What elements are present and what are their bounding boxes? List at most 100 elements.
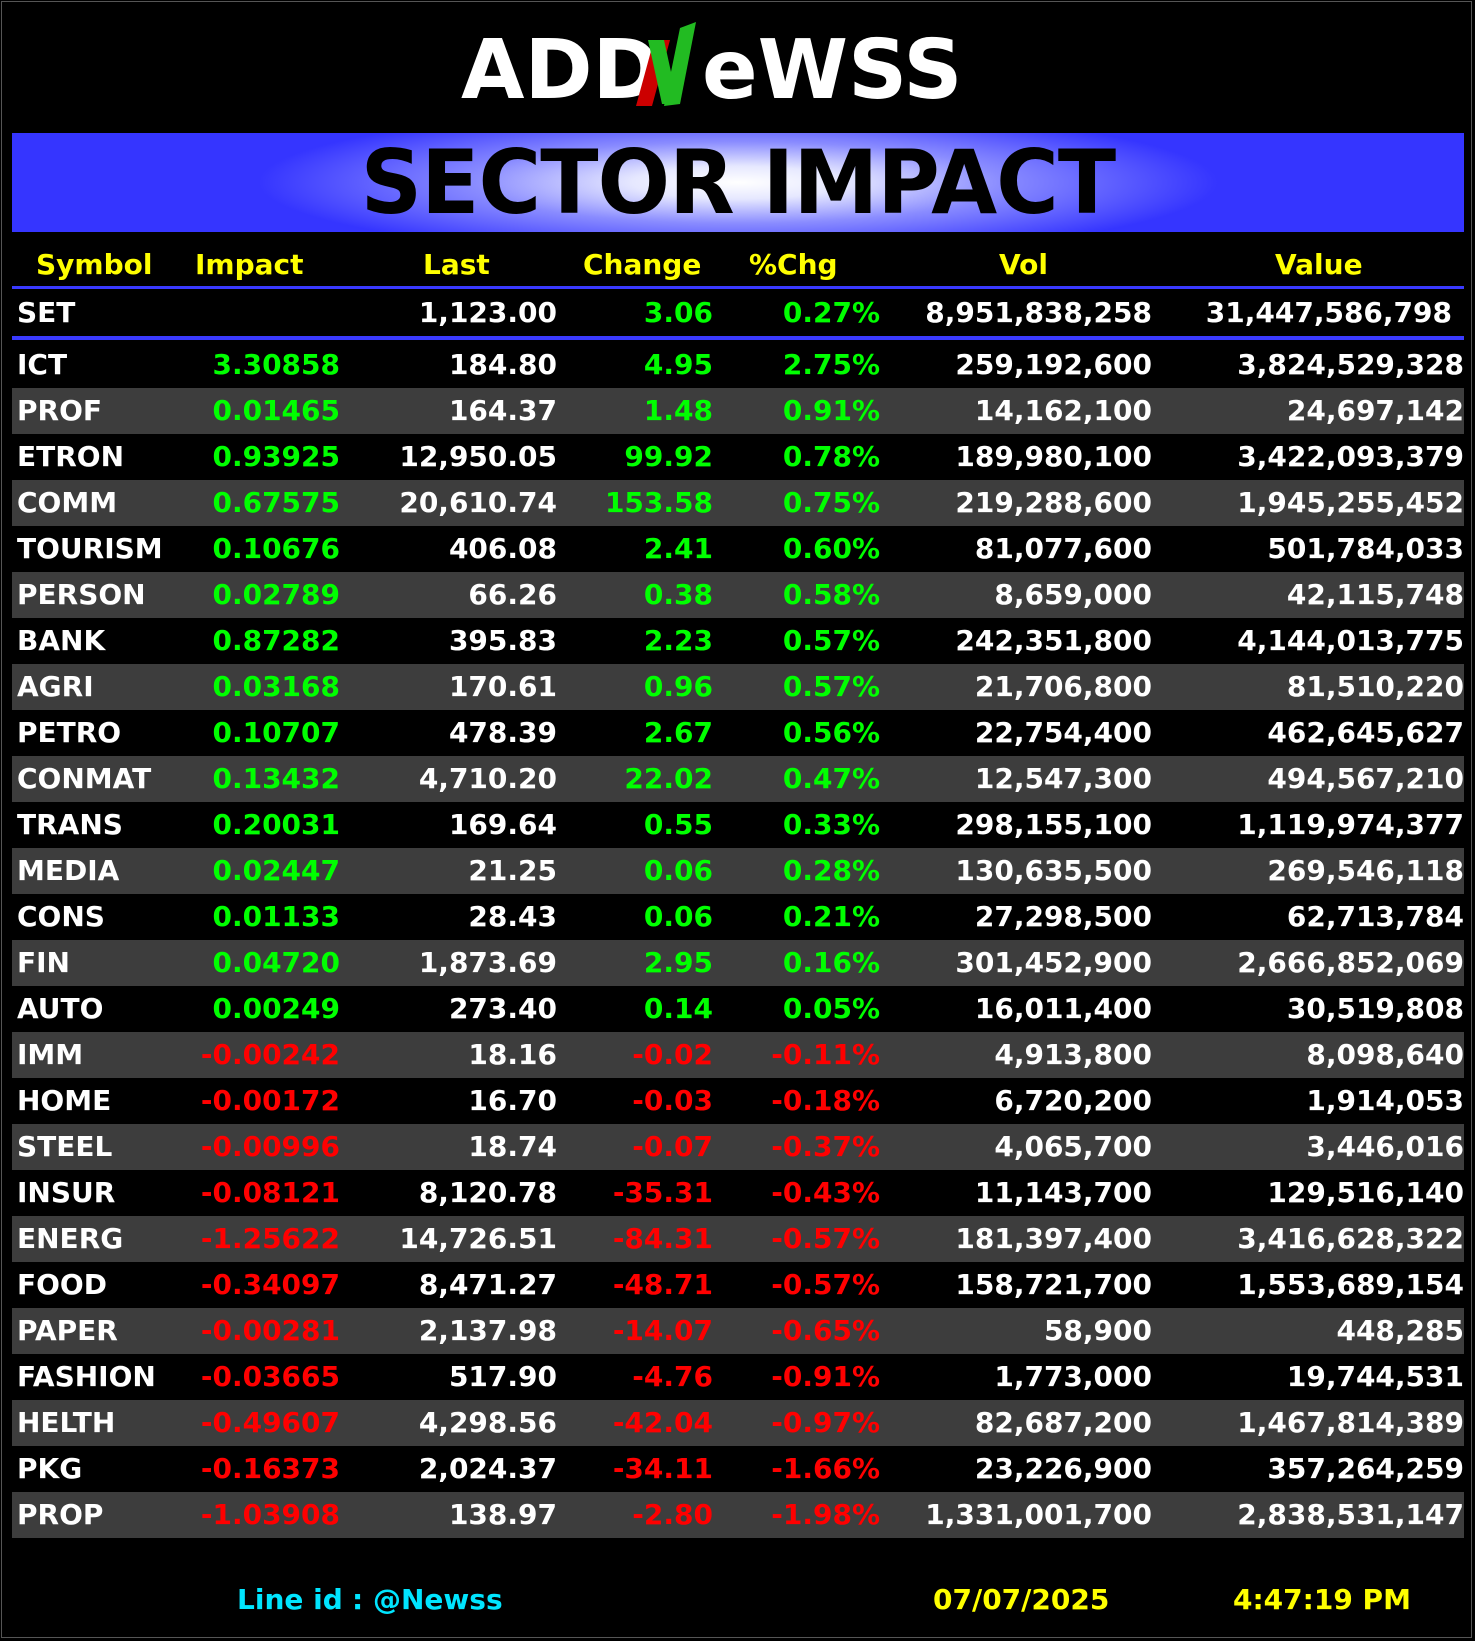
row-symbol: ICT xyxy=(17,348,68,381)
row-impact: -0.00172 xyxy=(200,1084,340,1117)
row-impact: -0.49607 xyxy=(200,1406,340,1439)
row-last: 164.37 xyxy=(448,394,557,427)
row-pct-change: -0.37% xyxy=(771,1130,880,1163)
row-value: 501,784,033 xyxy=(1267,532,1464,565)
row-symbol: COMM xyxy=(17,486,118,519)
table-header: Symbol Impact Last Change %Chg Vol Value xyxy=(12,243,1464,287)
header-symbol: Symbol xyxy=(36,248,153,281)
table-row: TRANS 0.20031 169.64 0.55 0.33% 298,155,100 1,… xyxy=(12,802,1464,848)
sector-table: ICT 3.30858 184.80 4.95 2.75% 259,192,600 3,82… xyxy=(12,342,1464,1538)
row-symbol: ETRON xyxy=(17,440,125,473)
table-row: COMM 0.67575 20,610.74 153.58 0.75% 219,288,6… xyxy=(12,480,1464,526)
row-impact: 0.01133 xyxy=(212,900,340,933)
table-row: ETRON 0.93925 12,950.05 99.92 0.78% 189,980,1… xyxy=(12,434,1464,480)
row-impact: -0.16373 xyxy=(200,1452,340,1485)
row-vol: 11,143,700 xyxy=(974,1176,1152,1209)
row-impact: 0.03168 xyxy=(212,670,340,703)
table-row: STEEL -0.00996 18.74 -0.07 -0.37% 4,065,700 3,… xyxy=(12,1124,1464,1170)
table-row: FASHION -0.03665 517.90 -4.76 -0.91% 1,773,00… xyxy=(12,1354,1464,1400)
row-symbol: CONS xyxy=(17,900,105,933)
row-vol: 219,288,600 xyxy=(955,486,1152,519)
row-symbol: BANK xyxy=(17,624,106,657)
row-pct-change: -0.91% xyxy=(771,1360,880,1393)
row-value: 1,467,814,389 xyxy=(1237,1406,1464,1439)
row-change: 2.41 xyxy=(643,532,713,565)
logo: ADD eWSS xyxy=(0,18,1475,128)
row-last: 28.43 xyxy=(468,900,557,933)
row-value: 62,713,784 xyxy=(1286,900,1464,933)
row-value: 81,510,220 xyxy=(1286,670,1464,703)
table-row: PROF 0.01465 164.37 1.48 0.91% 14,162,100 24,6… xyxy=(12,388,1464,434)
table-row: PKG -0.16373 2,024.37 -34.11 -1.66% 23,226,90… xyxy=(12,1446,1464,1492)
table-row: PAPER -0.00281 2,137.98 -14.07 -0.65% 58,900 4… xyxy=(12,1308,1464,1354)
row-symbol: FIN xyxy=(17,946,70,979)
table-row: MEDIA 0.02447 21.25 0.06 0.28% 130,635,500 269… xyxy=(12,848,1464,894)
row-vol: 58,900 xyxy=(1043,1314,1152,1347)
row-last: 66.26 xyxy=(468,578,557,611)
table-row: ENERG -1.25622 14,726.51 -84.31 -0.57% 181,39… xyxy=(12,1216,1464,1262)
row-change: 0.14 xyxy=(643,992,713,1025)
row-change: 2.95 xyxy=(643,946,713,979)
row-value: 1,119,974,377 xyxy=(1237,808,1464,841)
row-pct-change: 0.57% xyxy=(782,624,880,657)
logo-n-icon xyxy=(635,22,696,106)
row-last: 4,298.56 xyxy=(418,1406,557,1439)
title-banner: SECTOR IMPACT xyxy=(12,131,1464,234)
table-row: BANK 0.87282 395.83 2.23 0.57% 242,351,800 4,1… xyxy=(12,618,1464,664)
row-last: 1,873.69 xyxy=(418,946,557,979)
row-change: -14.07 xyxy=(612,1314,713,1347)
row-last: 517.90 xyxy=(448,1360,557,1393)
row-impact: 0.13432 xyxy=(212,762,340,795)
row-impact: 0.00249 xyxy=(212,992,340,1025)
row-last: 169.64 xyxy=(448,808,557,841)
row-last: 478.39 xyxy=(448,716,557,749)
footer-line-id-label: Line id xyxy=(237,1583,343,1616)
logo-text-right: eWSS xyxy=(702,23,963,118)
row-pct-change: 0.91% xyxy=(782,394,880,427)
row-vol: 16,011,400 xyxy=(974,992,1152,1025)
row-change: 0.06 xyxy=(643,854,713,887)
row-value: 8,098,640 xyxy=(1306,1038,1464,1071)
table-row: ICT 3.30858 184.80 4.95 2.75% 259,192,600 3,82… xyxy=(12,342,1464,388)
index-pct: 0.27% xyxy=(782,296,880,329)
row-symbol: MEDIA xyxy=(17,854,120,887)
row-vol: 158,721,700 xyxy=(955,1268,1152,1301)
row-value: 269,546,118 xyxy=(1267,854,1464,887)
row-pct-change: -0.43% xyxy=(771,1176,880,1209)
row-pct-change: 2.75% xyxy=(782,348,880,381)
row-value: 3,416,628,322 xyxy=(1237,1222,1464,1255)
index-value: 31,447,586,798 xyxy=(1205,296,1452,329)
page-title: SECTOR IMPACT xyxy=(360,131,1116,234)
row-last: 18.16 xyxy=(468,1038,557,1071)
row-symbol: HELTH xyxy=(17,1406,116,1439)
row-last: 395.83 xyxy=(448,624,557,657)
row-vol: 4,065,700 xyxy=(994,1130,1152,1163)
row-value: 1,553,689,154 xyxy=(1237,1268,1464,1301)
table-row: INSUR -0.08121 8,120.78 -35.31 -0.43% 11,143,… xyxy=(12,1170,1464,1216)
row-change: 1.48 xyxy=(643,394,713,427)
row-value: 448,285 xyxy=(1336,1314,1464,1347)
table-row: FOOD -0.34097 8,471.27 -48.71 -0.57% 158,721,… xyxy=(12,1262,1464,1308)
header-last: Last xyxy=(423,248,490,281)
row-last: 4,710.20 xyxy=(418,762,557,795)
row-last: 184.80 xyxy=(448,348,557,381)
row-value: 2,838,531,147 xyxy=(1237,1498,1464,1531)
row-change: 2.67 xyxy=(643,716,713,749)
row-value: 129,516,140 xyxy=(1267,1176,1464,1209)
row-value: 24,697,142 xyxy=(1286,394,1464,427)
row-vol: 259,192,600 xyxy=(955,348,1152,381)
row-pct-change: 0.05% xyxy=(782,992,880,1025)
row-pct-change: 0.21% xyxy=(782,900,880,933)
row-symbol: PAPER xyxy=(17,1314,118,1347)
row-vol: 8,659,000 xyxy=(994,578,1152,611)
row-change: 0.06 xyxy=(643,900,713,933)
row-vol: 82,687,200 xyxy=(974,1406,1152,1439)
row-symbol: PROP xyxy=(17,1498,104,1531)
row-pct-change: 0.60% xyxy=(782,532,880,565)
row-impact: 0.87282 xyxy=(212,624,340,657)
row-impact: 0.02447 xyxy=(212,854,340,887)
row-vol: 6,720,200 xyxy=(994,1084,1152,1117)
row-last: 8,471.27 xyxy=(418,1268,557,1301)
row-change: 22.02 xyxy=(624,762,713,795)
